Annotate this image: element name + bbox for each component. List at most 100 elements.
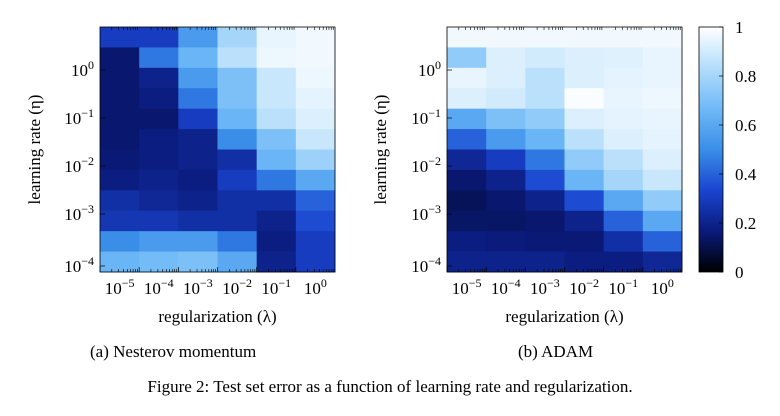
- heatmap-cell: [256, 210, 297, 232]
- colorbar-tick-label: 0: [735, 263, 744, 282]
- heatmap-cell: [295, 27, 336, 48]
- heatmap-cell: [217, 27, 258, 48]
- heatmap-cell: [447, 251, 487, 273]
- heatmap-cell: [642, 169, 683, 191]
- heatmap-cell: [139, 108, 179, 130]
- heatmap-cell: [178, 149, 218, 171]
- heatmap-cell: [447, 67, 487, 89]
- heatmap-cell: [564, 169, 605, 191]
- heatmap-cell: [178, 129, 218, 150]
- heatmap-cell: [256, 190, 297, 212]
- heatmap-cell: [139, 67, 179, 89]
- heatmap-cell: [447, 108, 487, 130]
- subcaption-adam: (b) ADAM: [518, 342, 594, 361]
- heatmap-cell: [178, 251, 218, 273]
- heatmap-cell: [642, 129, 683, 150]
- x-tick-label: 10−4: [491, 276, 521, 298]
- heatmap-cell: [100, 210, 140, 232]
- colorbar-tick-label: 1: [735, 18, 744, 37]
- heatmap-cell: [642, 88, 683, 110]
- heatmap-cell: [256, 231, 297, 252]
- y-tick-label: 10−1: [411, 106, 441, 128]
- heatmap-cell: [486, 190, 526, 212]
- y-tick-label: 10−2: [64, 154, 94, 176]
- heatmap-cell: [256, 88, 297, 110]
- heatmap-cell: [603, 149, 644, 171]
- heatmap-cell: [139, 47, 179, 69]
- heatmap-cell: [603, 88, 644, 110]
- heatmap-cell: [256, 108, 297, 130]
- heatmap-cell: [447, 88, 487, 110]
- heatmap-cell: [256, 67, 297, 89]
- heatmap-cell: [217, 149, 258, 171]
- heatmap-cell: [642, 149, 683, 171]
- heatmap-cell: [256, 251, 297, 273]
- heatmap-cell: [295, 251, 336, 273]
- heatmap-cell: [486, 231, 526, 252]
- heatmap-cell: [525, 88, 565, 110]
- heatmap-cell: [217, 47, 258, 69]
- heatmap-cell: [564, 47, 605, 69]
- heatmap-cell: [100, 129, 140, 150]
- heatmap-cell: [100, 88, 140, 110]
- heatmap-cell: [256, 149, 297, 171]
- colorbar-tick-label: 0.2: [735, 214, 756, 233]
- y-tick-label: 10−3: [64, 202, 94, 224]
- heatmap-cell: [564, 129, 605, 150]
- heatmap-cell: [139, 190, 179, 212]
- colorbar-gradient: [698, 26, 724, 273]
- heatmap-cell: [100, 47, 140, 69]
- y-tick-label: 100: [418, 58, 441, 80]
- heatmap-cell: [525, 67, 565, 89]
- heatmap-cell: [217, 251, 258, 273]
- heatmap-cell: [486, 251, 526, 273]
- heatmap-cell: [139, 231, 179, 252]
- heatmap-cell: [217, 169, 258, 191]
- heatmap-cell: [139, 251, 179, 273]
- heatmap-cell: [525, 149, 565, 171]
- heatmap-cell: [217, 67, 258, 89]
- heatmap-cell: [100, 169, 140, 191]
- y-tick-label: 10−3: [411, 202, 441, 224]
- heatmap-cell: [447, 47, 487, 69]
- heatmap-cell: [447, 190, 487, 212]
- heatmap-cell: [178, 67, 218, 89]
- figure-caption: Figure 2: Test set error as a function o…: [147, 377, 633, 396]
- colorbar: 0 0.2 0.4 0.6 0.8 1: [698, 18, 757, 282]
- heatmap-cell: [295, 108, 336, 130]
- heatmap-cell: [603, 251, 644, 273]
- heatmap-cell: [564, 27, 605, 48]
- heatmap-cell: [295, 190, 336, 212]
- heatmap-cell: [486, 169, 526, 191]
- heatmap-nesterov: 10−5 10−4 10−3 10−2 10−1 100 10−4 10−3 10−2 10−1 1…: [25, 26, 336, 326]
- heatmap-cell: [217, 129, 258, 150]
- heatmap-cell: [603, 47, 644, 69]
- heatmap-cell: [603, 129, 644, 150]
- heatmap-cell: [603, 108, 644, 130]
- y-tick-label: 10−1: [64, 106, 94, 128]
- heatmap-cell: [486, 27, 526, 48]
- heatmap-cell: [139, 210, 179, 232]
- heatmap-cell: [525, 231, 565, 252]
- heatmap-cell: [139, 88, 179, 110]
- x-axis-label: regularization (λ): [505, 307, 623, 326]
- heatmap-cell: [486, 129, 526, 150]
- heatmap-cell: [100, 251, 140, 273]
- heatmap-cell: [564, 210, 605, 232]
- heatmap-cell: [525, 190, 565, 212]
- heatmap-cell: [178, 88, 218, 110]
- heatmap-cell: [447, 231, 487, 252]
- heatmap-cell: [100, 231, 140, 252]
- heatmap-cell: [295, 88, 336, 110]
- heatmap-cell: [564, 88, 605, 110]
- heatmap-cell: [100, 108, 140, 130]
- heatmap-cell: [295, 231, 336, 252]
- heatmap-cell: [447, 169, 487, 191]
- heatmap-cell: [139, 169, 179, 191]
- heatmap-cell: [100, 190, 140, 212]
- heatmap-cell: [642, 231, 683, 252]
- heatmap-cell: [486, 210, 526, 232]
- y-tick-label: 10−4: [64, 254, 94, 276]
- y-axis-label: learning rate (η): [371, 95, 390, 205]
